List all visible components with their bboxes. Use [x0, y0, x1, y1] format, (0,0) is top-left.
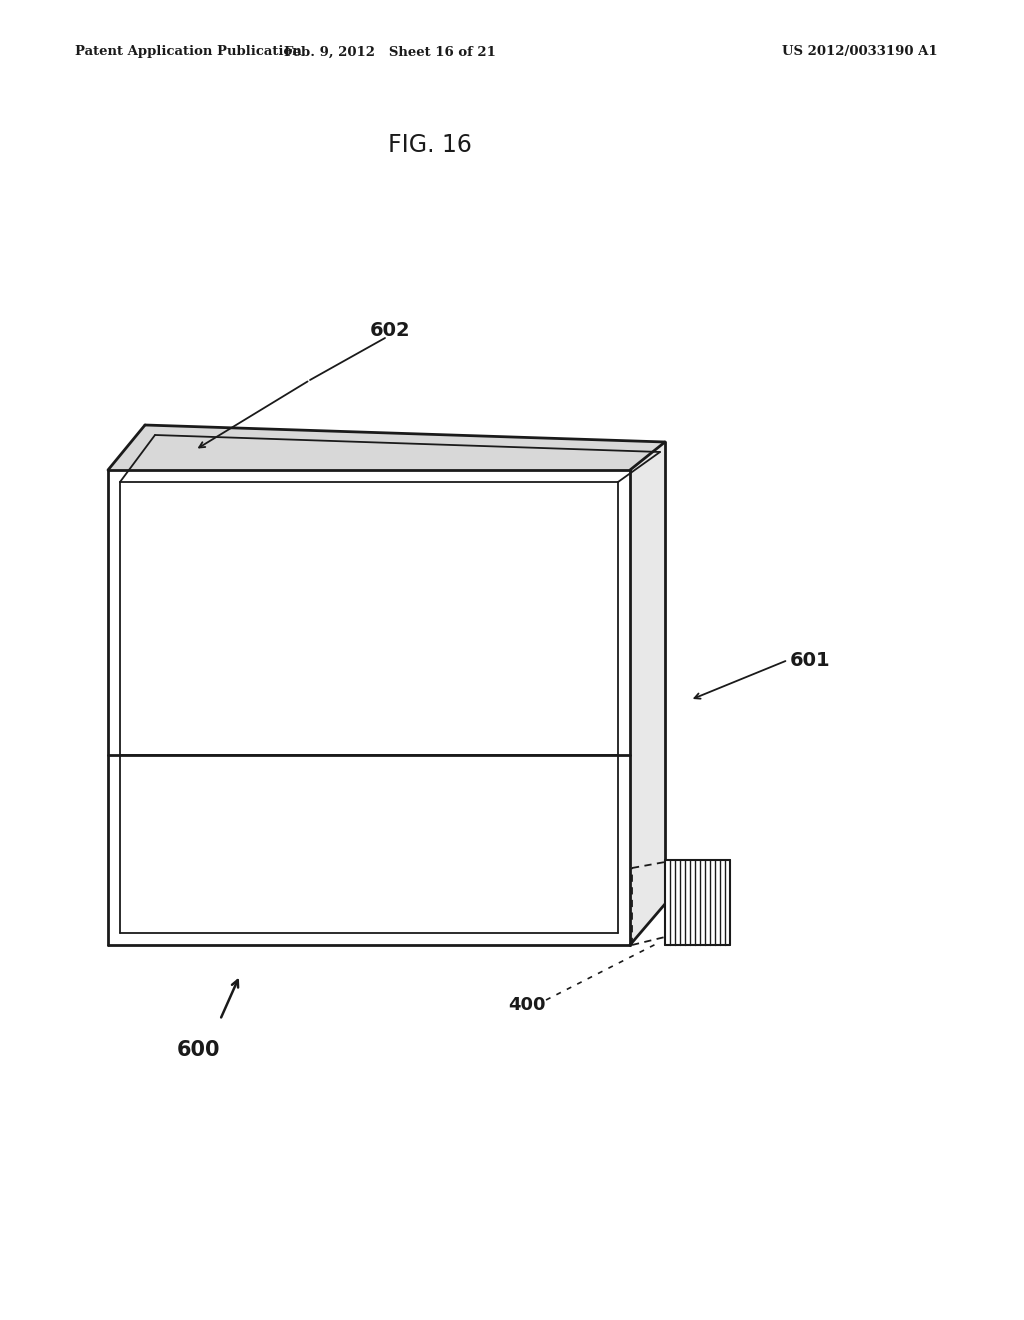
Text: FIG. 16: FIG. 16 [388, 133, 472, 157]
Polygon shape [108, 425, 665, 470]
Bar [665, 861, 730, 945]
Text: Feb. 9, 2012   Sheet 16 of 21: Feb. 9, 2012 Sheet 16 of 21 [284, 45, 496, 58]
Text: 602: 602 [370, 321, 411, 339]
Text: Patent Application Publication: Patent Application Publication [75, 45, 302, 58]
Text: US 2012/0033190 A1: US 2012/0033190 A1 [782, 45, 938, 58]
Polygon shape [630, 442, 665, 945]
Text: 601: 601 [790, 651, 830, 669]
Text: 600: 600 [176, 1040, 220, 1060]
Polygon shape [108, 470, 630, 945]
Text: 400: 400 [508, 997, 546, 1014]
